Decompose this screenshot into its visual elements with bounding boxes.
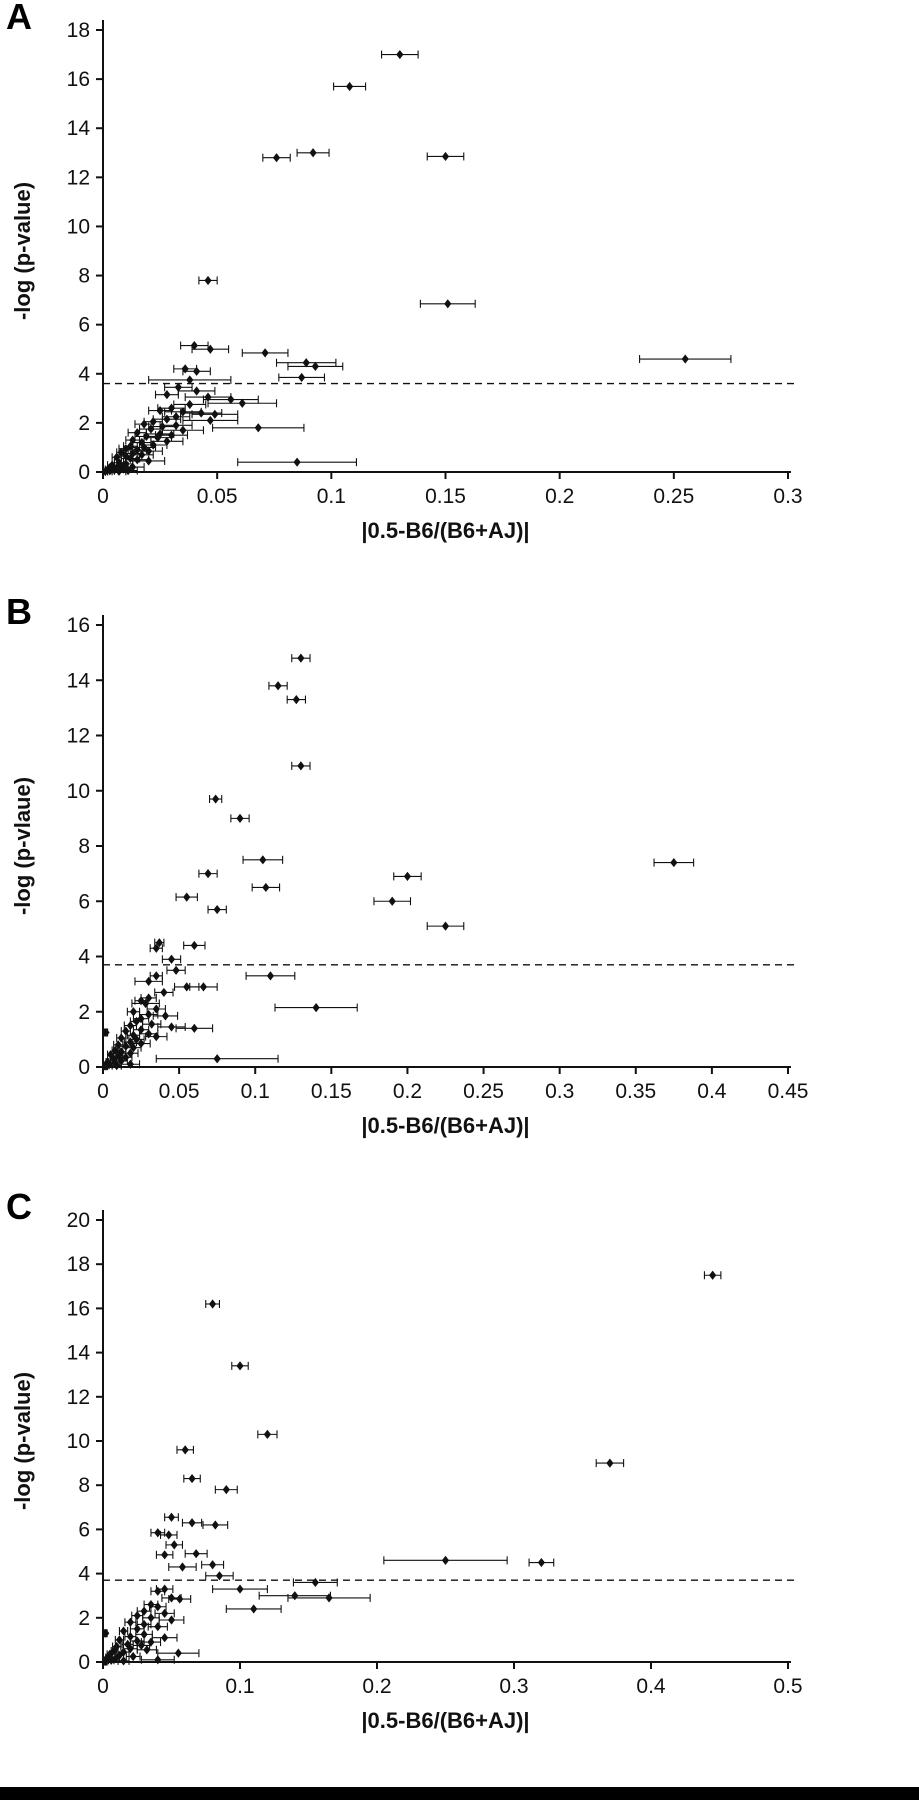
panel-letter-b: B: [6, 591, 32, 632]
svg-text:0.2: 0.2: [545, 485, 574, 508]
svg-text:0.1: 0.1: [225, 1675, 254, 1698]
svg-text:0.15: 0.15: [311, 1080, 352, 1103]
svg-text:0.35: 0.35: [615, 1080, 656, 1103]
svg-text:2: 2: [78, 1607, 90, 1630]
svg-text:0: 0: [97, 485, 109, 508]
svg-text:16: 16: [67, 68, 90, 91]
svg-text:10: 10: [67, 780, 90, 803]
svg-text:16: 16: [67, 614, 90, 637]
svg-text:0.1: 0.1: [241, 1080, 270, 1103]
svg-text:|0.5-B6/(B6+AJ)|: |0.5-B6/(B6+AJ)|: [361, 1708, 529, 1733]
svg-text:0: 0: [78, 461, 90, 484]
svg-text:|0.5-B6/(B6+AJ)|: |0.5-B6/(B6+AJ)|: [361, 1113, 529, 1138]
svg-text:6: 6: [78, 314, 90, 337]
svg-text:14: 14: [67, 669, 91, 692]
scatter-plot-c: 0 0.1 0.2 0.3 0.4 0.5 0 2 4 6 8 10 12 14 16 18 20 |0.5-B6…: [10, 1209, 803, 1733]
svg-text:0.05: 0.05: [197, 485, 238, 508]
svg-text:0.5: 0.5: [773, 1675, 802, 1698]
svg-text:0.25: 0.25: [463, 1080, 504, 1103]
panel-letter-c: C: [6, 1186, 32, 1227]
svg-text:0.1: 0.1: [317, 485, 346, 508]
svg-text:8: 8: [78, 265, 90, 288]
svg-text:10: 10: [67, 1430, 90, 1453]
svg-text:0: 0: [78, 1056, 90, 1079]
svg-text:6: 6: [78, 890, 90, 913]
svg-text:18: 18: [67, 19, 90, 42]
svg-text:-log (p-vlaue): -log (p-vlaue): [10, 777, 35, 915]
svg-text:18: 18: [67, 1253, 90, 1276]
scatter-plot-b: 0 0.05 0.1 0.15 0.2 0.25 0.3 0.35 0.4 0.45 0 2 4 6 8 10…: [10, 614, 809, 1138]
svg-text:0.3: 0.3: [499, 1675, 528, 1698]
svg-text:2: 2: [78, 1001, 90, 1024]
svg-text:-log (p-value): -log (p-value): [10, 1372, 35, 1510]
svg-text:|0.5-B6/(B6+AJ)|: |0.5-B6/(B6+AJ)|: [361, 518, 529, 543]
svg-text:0: 0: [78, 1651, 90, 1674]
svg-text:8: 8: [78, 1474, 90, 1497]
svg-text:0.3: 0.3: [773, 485, 802, 508]
svg-text:-log (p-value): -log (p-value): [10, 182, 35, 320]
svg-text:12: 12: [67, 166, 90, 189]
panel-letter-a: A: [6, 0, 32, 37]
svg-text:16: 16: [67, 1297, 90, 1320]
svg-text:14: 14: [67, 1342, 91, 1365]
svg-text:0.15: 0.15: [425, 485, 466, 508]
svg-text:4: 4: [78, 946, 90, 969]
svg-text:0.2: 0.2: [393, 1080, 422, 1103]
svg-text:20: 20: [67, 1209, 90, 1232]
svg-text:0: 0: [97, 1080, 109, 1103]
svg-text:0.4: 0.4: [697, 1080, 727, 1103]
svg-text:14: 14: [67, 117, 91, 140]
svg-text:12: 12: [67, 1386, 90, 1409]
svg-text:0.05: 0.05: [159, 1080, 200, 1103]
panel-a: A 0 0.05 0.1 0.15 0.2 0.25 0.3 0 2 4 6 8 10 12 14 16 18 |…: [0, 0, 919, 595]
svg-text:10: 10: [67, 215, 90, 238]
svg-text:0.3: 0.3: [545, 1080, 574, 1103]
panel-b: B 0 0.05 0.1 0.15 0.2 0.25 0.3 0.35 0.4 0.45 0 2 4 6 8…: [0, 591, 919, 1190]
svg-text:12: 12: [67, 725, 90, 748]
svg-text:8: 8: [78, 835, 90, 858]
svg-text:0: 0: [97, 1675, 109, 1698]
svg-text:2: 2: [78, 412, 90, 435]
svg-text:0.25: 0.25: [653, 485, 694, 508]
svg-text:0.45: 0.45: [768, 1080, 809, 1103]
svg-text:0.4: 0.4: [636, 1675, 666, 1698]
svg-text:4: 4: [78, 363, 90, 386]
scatter-plot-a: 0 0.05 0.1 0.15 0.2 0.25 0.3 0 2 4 6 8 10 12 14 16 18 |0.…: [10, 19, 803, 543]
svg-text:6: 6: [78, 1518, 90, 1541]
svg-text:4: 4: [78, 1563, 90, 1586]
panel-c: C 0 0.1 0.2 0.3 0.4 0.5 0 2 4 6 8 10 12 14 16 18 20 |0.5-…: [0, 1186, 919, 1785]
svg-text:0.2: 0.2: [362, 1675, 391, 1698]
figure-bottom-edge-bar: [0, 1787, 919, 1800]
